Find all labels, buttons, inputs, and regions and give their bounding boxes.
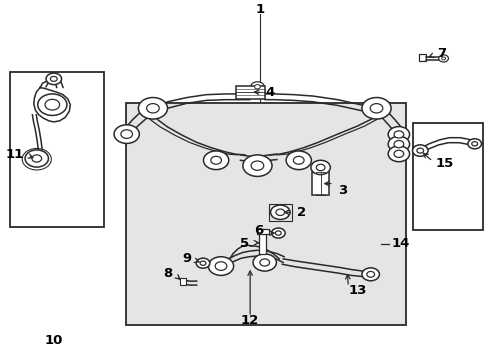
Circle shape (114, 125, 139, 143)
Text: 12: 12 (241, 314, 259, 327)
Circle shape (416, 148, 423, 153)
Circle shape (361, 268, 379, 281)
Text: 13: 13 (347, 284, 366, 297)
Circle shape (38, 94, 67, 116)
Text: 4: 4 (265, 86, 274, 99)
Circle shape (46, 73, 61, 85)
Circle shape (393, 150, 403, 157)
Bar (418, 54, 425, 61)
Circle shape (387, 146, 409, 162)
Text: 6: 6 (254, 224, 263, 237)
Circle shape (471, 141, 477, 146)
Circle shape (210, 156, 221, 164)
Circle shape (138, 98, 167, 119)
Circle shape (467, 139, 481, 149)
Circle shape (121, 130, 132, 138)
Circle shape (259, 259, 269, 266)
Text: 11: 11 (5, 148, 23, 161)
Circle shape (50, 76, 57, 81)
Bar (311, 172, 329, 195)
Text: 2: 2 (296, 206, 305, 219)
Circle shape (251, 161, 263, 170)
Circle shape (45, 99, 60, 110)
Bar (268, 204, 291, 221)
Circle shape (438, 55, 447, 62)
Circle shape (285, 151, 311, 170)
Text: 15: 15 (435, 157, 453, 170)
Text: 9: 9 (183, 252, 191, 265)
Circle shape (208, 257, 233, 275)
Bar (235, 86, 264, 99)
Circle shape (393, 140, 403, 148)
Circle shape (293, 156, 304, 164)
Bar (179, 278, 186, 285)
Circle shape (275, 209, 284, 216)
Circle shape (271, 228, 285, 238)
Circle shape (387, 127, 409, 142)
Bar (259, 232, 265, 253)
Circle shape (215, 262, 226, 270)
Circle shape (366, 271, 374, 277)
Text: 5: 5 (240, 237, 249, 250)
Circle shape (32, 155, 41, 162)
Circle shape (146, 104, 159, 113)
Text: 1: 1 (255, 3, 264, 16)
Circle shape (196, 258, 209, 268)
Circle shape (203, 151, 228, 170)
Circle shape (393, 131, 403, 138)
Circle shape (310, 160, 330, 175)
Circle shape (387, 136, 409, 152)
Bar (412, 123, 483, 230)
Circle shape (243, 155, 271, 176)
Text: 3: 3 (337, 184, 346, 197)
Bar (126, 103, 405, 325)
Circle shape (275, 231, 281, 235)
Text: 10: 10 (44, 334, 62, 347)
Circle shape (361, 98, 390, 119)
Circle shape (369, 104, 382, 113)
Circle shape (316, 164, 325, 171)
Circle shape (270, 205, 289, 220)
Circle shape (441, 57, 445, 60)
Bar (10, 72, 104, 226)
Bar (256, 229, 268, 234)
Text: 7: 7 (436, 47, 446, 60)
Circle shape (250, 82, 264, 92)
Text: 14: 14 (390, 237, 408, 250)
Circle shape (25, 150, 48, 167)
Circle shape (412, 145, 427, 156)
Circle shape (253, 254, 276, 271)
Text: 8: 8 (163, 267, 172, 280)
Circle shape (254, 85, 260, 89)
Circle shape (200, 261, 205, 265)
